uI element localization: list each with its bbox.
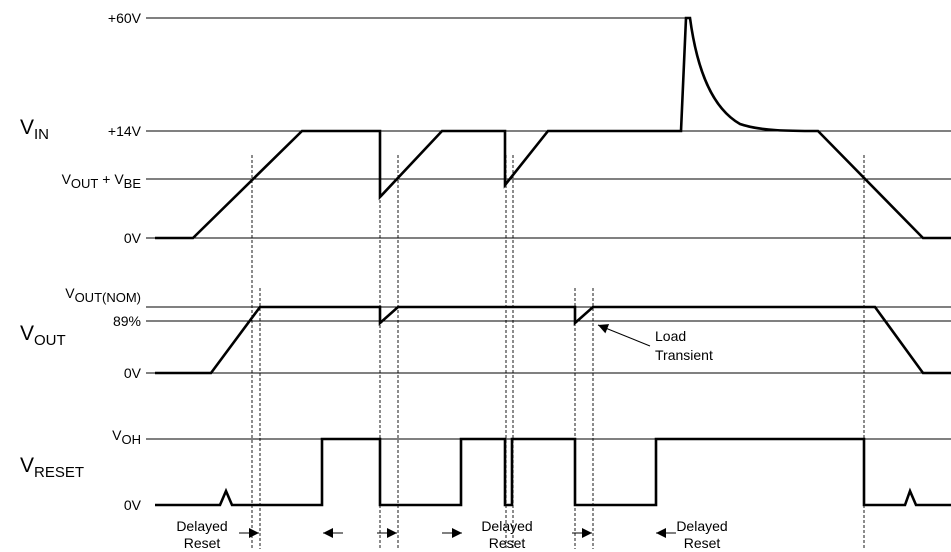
level-label-plus14: +14V xyxy=(108,123,142,139)
level-label-89pct: 89% xyxy=(113,313,141,329)
level-label-vout-vbe: VOUT + VBE xyxy=(62,171,142,191)
vin-waveform xyxy=(155,16,951,240)
delayed-reset-label-1: Delayed Reset xyxy=(176,518,227,551)
level-label-plus60: +60V xyxy=(108,10,142,26)
vin-signal-label: VIN xyxy=(20,116,49,143)
level-label-vout-nom: VOUT(NOM) xyxy=(65,285,141,305)
vreset-signal-label: VRESET xyxy=(20,454,84,481)
load-transient-arrow xyxy=(597,324,651,347)
vreset-waveform xyxy=(155,437,951,507)
level-label-reset-zero: 0V xyxy=(124,497,142,513)
load-transient-label: Load Transient xyxy=(655,328,713,363)
vout-waveform xyxy=(155,305,951,375)
level-label-voh: VOH xyxy=(112,427,141,447)
level-label-vin-zero: 0V xyxy=(124,230,142,246)
timing-markers xyxy=(251,155,865,549)
delayed-reset-label-3: Delayed Reset xyxy=(676,518,727,551)
vout-signal-label: VOUT xyxy=(20,322,66,349)
delayed-reset-label-2: Delayed Reset xyxy=(481,518,532,551)
level-label-vout-zero: 0V xyxy=(124,365,142,381)
reference-lines xyxy=(146,17,951,440)
